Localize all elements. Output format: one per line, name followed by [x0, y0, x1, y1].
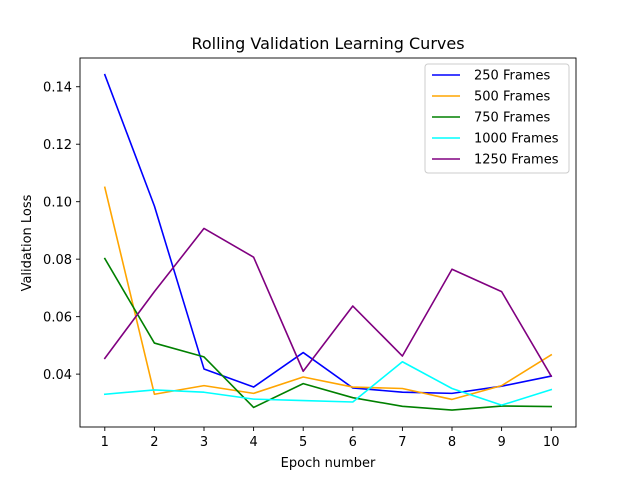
x-tick-label: 3	[200, 435, 208, 450]
legend-box	[424, 63, 570, 174]
y-tick-label: 0.06	[43, 311, 72, 326]
x-tick-label: 1	[101, 435, 109, 450]
x-tick-label: 10	[543, 435, 560, 450]
x-tick-label: 5	[299, 435, 307, 450]
y-tick-label: 0.14	[43, 81, 72, 96]
y-tick-label: 0.10	[43, 196, 72, 211]
series-line-3	[103, 257, 553, 411]
plot-area: 1 2 3 4 5 6 7 8 9 10 0.04 0.06 0.08 0.10 0.12 0.14	[43, 57, 577, 450]
y-tick-label: 0.08	[43, 253, 72, 268]
legend-label: 500 Frames	[474, 90, 550, 105]
x-tick-label: 7	[398, 435, 406, 450]
legend-label: 1000 Frames	[474, 132, 559, 147]
legend: 250 Frames 500 Frames 750 Frames 1000 Frame…	[424, 63, 570, 174]
series-line-4	[103, 360, 553, 406]
series-line-5	[103, 227, 553, 378]
y-tick-label: 0.04	[43, 368, 72, 383]
legend-label: 1250 Frames	[474, 153, 559, 168]
x-tick-label: 6	[349, 435, 357, 450]
series-line-1	[103, 73, 553, 395]
legend-label: 250 Frames	[474, 69, 550, 84]
y-tick-label: 0.12	[43, 138, 72, 153]
y-axis-label: Validation Loss	[20, 194, 35, 291]
x-tick-label: 8	[448, 435, 456, 450]
x-tick-label: 2	[150, 435, 158, 450]
x-axis-label: Epoch number	[281, 456, 376, 471]
x-tick-label: 4	[249, 435, 257, 450]
legend-label: 750 Frames	[474, 111, 550, 126]
chart-title: Rolling Validation Learning Curves	[191, 34, 464, 53]
series-line-2	[103, 186, 553, 401]
axes-frame	[79, 57, 577, 428]
x-tick-label: 9	[497, 435, 505, 450]
